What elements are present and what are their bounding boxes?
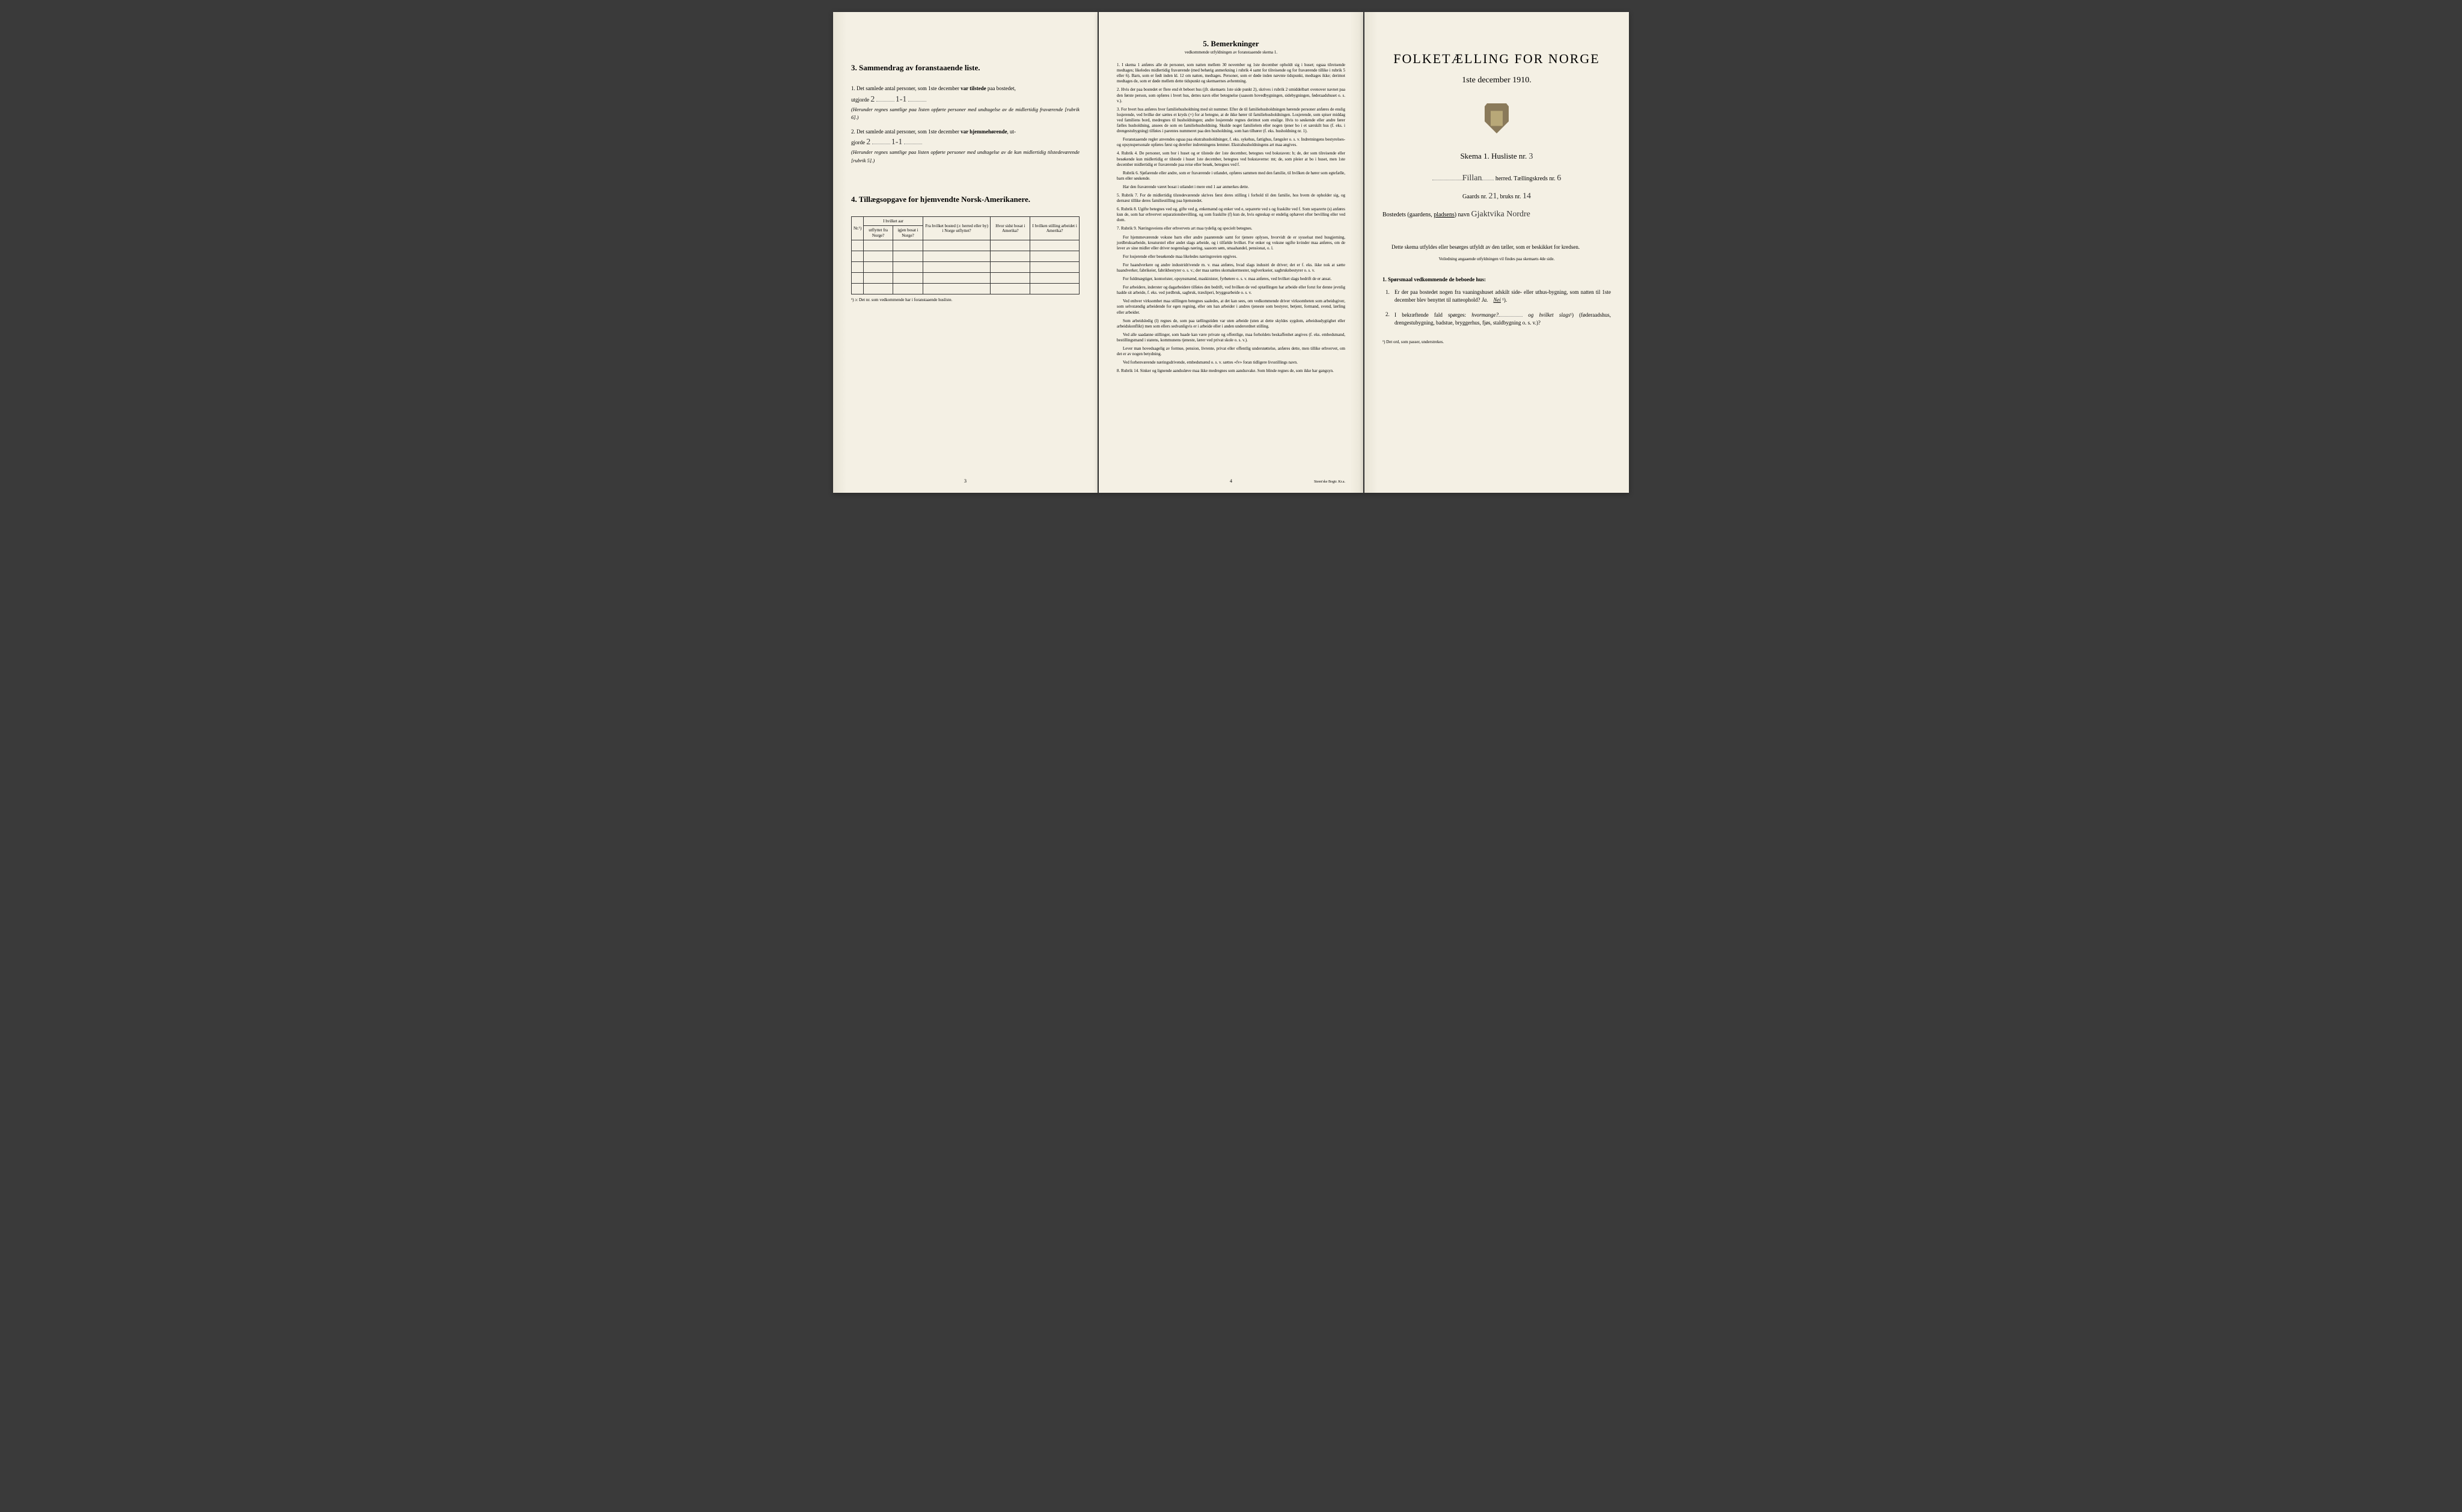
- remark-5: 5. Rubrik 7. For de midlertidig tilstede…: [1117, 193, 1345, 204]
- hand-count-1: 2: [870, 93, 875, 106]
- remark-4: 4. Rubrik 4. De personer, som bor i huse…: [1117, 151, 1345, 167]
- nei-answer: Nei: [1493, 297, 1501, 303]
- remark-6: 6. Rubrik 8. Ugifte betegnes ved ug, gif…: [1117, 207, 1345, 223]
- remark-8: 8. Rubrik 14. Sinker og lignende aandssl…: [1117, 368, 1345, 374]
- herred-line: Fillan herred. Tællingskreds nr. 6: [1382, 174, 1611, 183]
- kreds-nr: 6: [1557, 174, 1561, 183]
- question-1: 1. Er der paa bostedet nogen fra vaaning…: [1382, 288, 1611, 305]
- instruction-text: Dette skema utfyldes eller besørges utfy…: [1382, 243, 1611, 252]
- remark-7-d8: Lever man hovedsagelig av formue, pensio…: [1117, 346, 1345, 357]
- remark-7-d9: Ved forhenværende næringsdrivende, embed…: [1117, 360, 1345, 365]
- th-bosted: Fra hvilket bosted (ɔ: herred eller by) …: [923, 217, 990, 240]
- gaards-line: Gaards nr. 21, bruks nr. 14: [1382, 192, 1611, 201]
- th-nr: Nr.¹): [852, 217, 864, 240]
- remark-4-extra2: Har den fraværende været bosat i utlande…: [1117, 184, 1345, 190]
- schema-line: Skema 1. Husliste nr. 3: [1382, 151, 1611, 162]
- remark-7-d7: Ved alle saadanne stillinger, som baade …: [1117, 332, 1345, 343]
- table-row: [852, 284, 1080, 294]
- herred-name: Fillan: [1462, 174, 1482, 183]
- section-3-heading: 3. Sammendrag av foranstaaende liste.: [851, 63, 1080, 73]
- remark-7-d5: Ved enhver virksomhet maa stillingen bet…: [1117, 299, 1345, 315]
- section-5-sub: vedkommende utfyldningen av foranstaaend…: [1117, 50, 1345, 55]
- table-row: [852, 262, 1080, 273]
- hand-frac-2: 1-1: [891, 136, 903, 148]
- remark-3: 3. For hvert hus anføres hver familiehus…: [1117, 107, 1345, 134]
- remark-7-d0: For hjemmeværende voksne barn eller andr…: [1117, 235, 1345, 251]
- instruction-sub: Veiledning angaaende utfyldningen vil fi…: [1382, 257, 1611, 261]
- census-title: FOLKETÆLLING FOR NORGE: [1382, 51, 1611, 67]
- page-3: 3. Sammendrag av foranstaaende liste. 1.…: [833, 12, 1098, 493]
- summary-item-2: 2. Det samlede antal personer, som 1ste …: [851, 128, 1080, 165]
- table-row: [852, 251, 1080, 262]
- hand-count-2: 2: [866, 136, 870, 148]
- page-number: 3: [964, 478, 967, 484]
- remark-2: 2. Hvis der paa bostedet er flere end ét…: [1117, 87, 1345, 103]
- page-number: 4: [1230, 478, 1232, 484]
- gaards-nr: 21: [1489, 192, 1497, 201]
- section-5-heading: 5. Bemerkninger: [1117, 39, 1345, 49]
- census-date: 1ste december 1910.: [1382, 76, 1611, 85]
- coat-of-arms-icon: [1485, 103, 1509, 133]
- th-igjen: igjen bosat i Norge?: [893, 226, 923, 240]
- table-footnote: ¹) ɔ: Det nr. som vedkommende har i fora…: [851, 297, 1080, 303]
- bosted-name: Gjaktvika Nordre: [1471, 210, 1530, 219]
- summary-item-1: 1. Det samlede antal personer, som 1ste …: [851, 85, 1080, 122]
- remark-7-d2: For haandverkere og andre industridriven…: [1117, 263, 1345, 273]
- remark-7-d4: For arbeidere, inderster og dagarbeidere…: [1117, 285, 1345, 296]
- remark-1: 1. I skema 1 anføres alle de personer, s…: [1117, 62, 1345, 84]
- remark-7-d3: For fuldmægtiger, kontorister, opsynsmæn…: [1117, 276, 1345, 282]
- husliste-nr: 3: [1529, 152, 1533, 162]
- question-heading: 1. Spørsmaal vedkommende de beboede hus:: [1382, 276, 1611, 282]
- th-utflyttet: utflyttet fra Norge?: [864, 226, 893, 240]
- footnote-understrekes: ¹) Det ord, som passer, understrekes.: [1382, 340, 1611, 344]
- page-4: 5. Bemerkninger vedkommende utfyldningen…: [1099, 12, 1363, 493]
- remark-7-d1: For losjerende eller besøkende maa likel…: [1117, 254, 1345, 260]
- document-spread: 3. Sammendrag av foranstaaende liste. 1.…: [833, 12, 1629, 493]
- section-4-heading: 4. Tillægsopgave for hjemvendte Norsk-Am…: [851, 195, 1080, 204]
- th-amerika-bosat: Hvor sidst bosat i Amerika?: [991, 217, 1030, 240]
- th-aar: I hvilket aar: [864, 217, 923, 226]
- remark-3-extra: Foranstaaende regler anvendes ogsaa paa …: [1117, 137, 1345, 148]
- norsk-amerikanere-table: Nr.¹) I hvilket aar Fra hvilket bosted (…: [851, 216, 1080, 294]
- table-row: [852, 273, 1080, 284]
- table-row: [852, 240, 1080, 251]
- bruks-nr: 14: [1523, 192, 1531, 201]
- remark-7-d6: Som arbeidsledig (l) regnes de, som paa …: [1117, 319, 1345, 329]
- printer-mark: Steen'ske Bogtr. Kr.a.: [1314, 480, 1345, 484]
- remark-4-extra1: Rubrik 6. Sjøfarende eller andre, som er…: [1117, 171, 1345, 181]
- th-stilling: I hvilken stilling arbeidet i Amerika?: [1030, 217, 1080, 240]
- bosted-line: Bostedets (gaardens, pladsens) navn Gjak…: [1382, 210, 1611, 219]
- page-cover: FOLKETÆLLING FOR NORGE 1ste december 191…: [1364, 12, 1629, 493]
- remark-7: 7. Rubrik 9. Næringsveiens eller erhverv…: [1117, 226, 1345, 231]
- hand-frac-1: 1-1: [896, 93, 907, 106]
- question-2: 2. I bekræftende fald spørges: hvormange…: [1382, 311, 1611, 328]
